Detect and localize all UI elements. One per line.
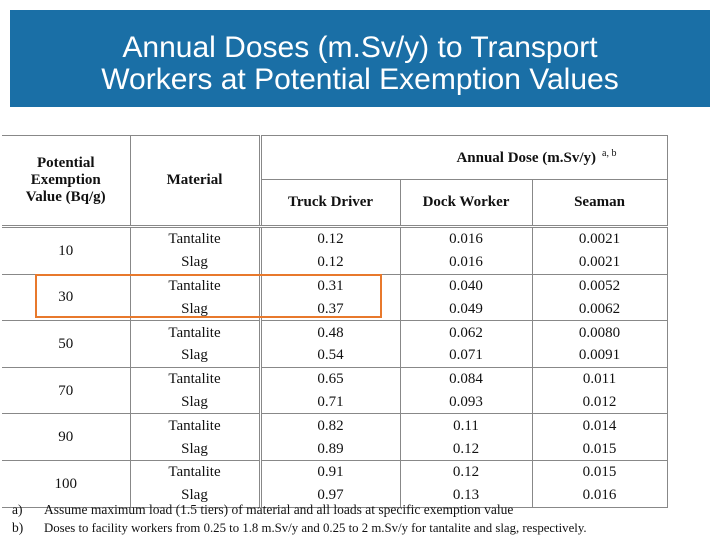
table-body: 10 Tantalite 0.12 0.016 0.0021 Slag 0.12… <box>2 226 667 508</box>
title-line-1: Annual Doses (m.Sv/y) to Transport <box>122 31 598 64</box>
cell-seaman: 0.016 <box>531 483 667 508</box>
cell-truck: 0.82 <box>258 413 400 438</box>
cell-exemption-value: 100 <box>2 460 130 508</box>
cell-seaman: 0.014 <box>531 413 667 438</box>
table-row: 30 Tantalite 0.31 0.040 0.0052 <box>2 274 667 322</box>
footnote-a-mark: a) <box>12 502 23 517</box>
cell-exemption-value: 70 <box>2 367 130 415</box>
cell-truck: 0.65 <box>258 367 400 391</box>
header-material: Material <box>129 135 260 228</box>
cell-truck: 0.31 <box>258 274 400 298</box>
header-annual-dose-label: Annual Dose (m.Sv/y) <box>456 150 597 166</box>
cell-truck: 0.37 <box>258 297 400 322</box>
cell-material: Slag <box>129 297 260 322</box>
cell-truck: 0.97 <box>258 483 400 508</box>
table-row: 100 Tantalite 0.91 0.12 0.015 <box>2 460 667 508</box>
cell-truck: 0.89 <box>258 437 400 461</box>
table-row: Slag 0.37 0.049 0.0062 <box>2 297 667 322</box>
cell-seaman: 0.0062 <box>531 297 667 322</box>
header-potential-exemption: Potential Exemption Value (Bq/g) <box>2 135 130 228</box>
cell-truck: 0.71 <box>258 390 400 415</box>
cell-dock: 0.13 <box>399 483 532 508</box>
cell-seaman: 0.0052 <box>531 274 667 298</box>
header-dock-worker: Dock Worker <box>399 179 532 228</box>
table-row: Slag 0.97 0.13 0.016 <box>2 483 667 508</box>
header-potential-line-3: Value (Bq/g) <box>25 189 106 205</box>
footnotes: a) Assume maximum load (1.5 tiers) of ma… <box>12 501 720 537</box>
footnote-b: b) Doses to facility workers from 0.25 t… <box>12 519 720 537</box>
cell-seaman: 0.0021 <box>531 250 667 275</box>
cell-truck: 0.12 <box>258 250 400 275</box>
table-row: 90 Tantalite 0.82 0.11 0.014 <box>2 413 667 461</box>
cell-dock: 0.11 <box>399 413 532 438</box>
header-annual-dose-note: a, b <box>602 148 617 159</box>
cell-material: Tantalite <box>129 274 260 298</box>
title-banner: Annual Doses (m.Sv/y) to Transport Worke… <box>10 10 710 107</box>
cell-truck: 0.54 <box>258 343 400 368</box>
footnote-b-text: Doses to facility workers from 0.25 to 1… <box>44 521 587 535</box>
cell-material: Tantalite <box>129 367 260 391</box>
cell-exemption-value: 30 <box>2 274 130 322</box>
cell-seaman: 0.012 <box>531 390 667 415</box>
cell-dock: 0.084 <box>399 367 532 391</box>
cell-dock: 0.12 <box>399 460 532 484</box>
cell-dock: 0.12 <box>399 437 532 461</box>
header-truck-driver: Truck Driver <box>258 179 400 228</box>
cell-material: Tantalite <box>129 460 260 484</box>
cell-dock: 0.016 <box>399 250 532 275</box>
cell-seaman: 0.011 <box>531 367 667 391</box>
cell-material: Slag <box>129 483 260 508</box>
cell-material: Tantalite <box>129 226 260 251</box>
header-potential-line-2: Exemption <box>30 172 101 188</box>
cell-seaman: 0.015 <box>531 437 667 461</box>
table-row: Slag 0.12 0.016 0.0021 <box>2 250 667 275</box>
table-row: Slag 0.89 0.12 0.015 <box>2 437 667 461</box>
cell-material: Slag <box>129 343 260 368</box>
cell-material: Tantalite <box>129 320 260 344</box>
header-annual-dose: Annual Dose (m.Sv/y) a, b <box>258 135 667 180</box>
table-row: Slag 0.54 0.071 0.0091 <box>2 343 667 368</box>
cell-material: Slag <box>129 390 260 415</box>
cell-dock: 0.016 <box>399 226 532 251</box>
cell-exemption-value: 90 <box>2 413 130 461</box>
cell-seaman: 0.015 <box>531 460 667 484</box>
document-area: Potential Exemption Value (Bq/g) Materia… <box>0 135 720 540</box>
cell-truck: 0.91 <box>258 460 400 484</box>
cell-truck: 0.12 <box>258 226 400 251</box>
cell-seaman: 0.0080 <box>531 320 667 344</box>
header-potential-line-1: Potential <box>37 155 95 171</box>
table-row: Slag 0.71 0.093 0.012 <box>2 390 667 415</box>
cell-exemption-value: 50 <box>2 320 130 368</box>
cell-seaman: 0.0091 <box>531 343 667 368</box>
cell-exemption-value: 10 <box>2 226 130 275</box>
dose-table: Potential Exemption Value (Bq/g) Materia… <box>2 135 668 508</box>
cell-material: Slag <box>129 437 260 461</box>
footnote-b-mark: b) <box>12 520 24 535</box>
table-row: 10 Tantalite 0.12 0.016 0.0021 <box>2 226 667 275</box>
cell-material: Tantalite <box>129 413 260 438</box>
footnote-a: a) Assume maximum load (1.5 tiers) of ma… <box>12 501 720 519</box>
cell-dock: 0.093 <box>399 390 532 415</box>
table-row: 50 Tantalite 0.48 0.062 0.0080 <box>2 320 667 368</box>
cell-material: Slag <box>129 250 260 275</box>
cell-dock: 0.040 <box>399 274 532 298</box>
footnote-a-text: Assume maximum load (1.5 tiers) of mater… <box>44 502 514 517</box>
table-row: 70 Tantalite 0.65 0.084 0.011 <box>2 367 667 415</box>
cell-dock: 0.062 <box>399 320 532 344</box>
cell-seaman: 0.0021 <box>531 226 667 251</box>
cell-dock: 0.049 <box>399 297 532 322</box>
cell-truck: 0.48 <box>258 320 400 344</box>
title-line-2: Workers at Potential Exemption Values <box>101 63 619 96</box>
header-seaman: Seaman <box>531 179 667 228</box>
highlight-box-30 <box>35 274 382 318</box>
cell-dock: 0.071 <box>399 343 532 368</box>
